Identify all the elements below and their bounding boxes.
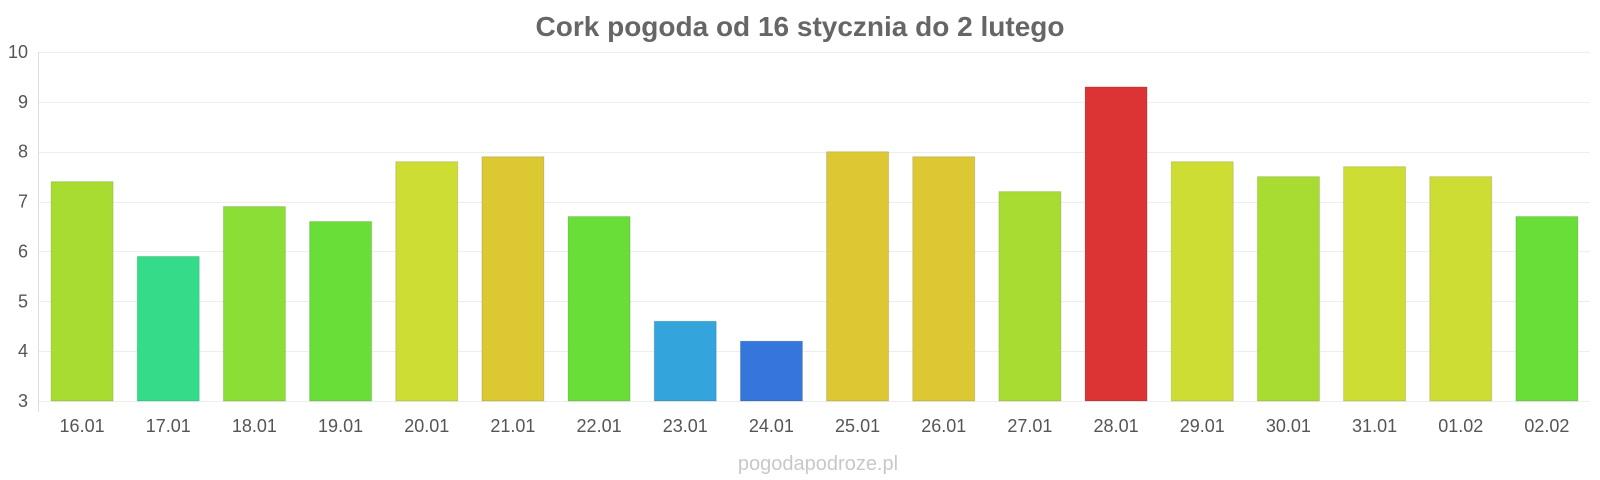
x-tick-label: 26.01 <box>921 416 966 436</box>
bar-29.01 <box>1170 161 1234 402</box>
y-tick-label: 10 <box>8 42 28 62</box>
bar-27.01 <box>998 191 1062 402</box>
x-tick-label: 30.01 <box>1266 416 1311 436</box>
bar-17.01 <box>136 255 200 402</box>
x-tick-label: 16.01 <box>60 416 105 436</box>
x-tick-label: 29.01 <box>1180 416 1225 436</box>
bar-19.01 <box>309 221 373 402</box>
bar-18.01 <box>222 206 286 402</box>
bar-02.02 <box>1515 216 1579 402</box>
bar-16.01 <box>50 181 114 402</box>
y-tick-label: 7 <box>18 192 28 212</box>
x-tick-label: 27.01 <box>1007 416 1052 436</box>
x-tick-label: 02.02 <box>1524 416 1569 436</box>
x-tick-label: 22.01 <box>577 416 622 436</box>
x-tick-label: 17.01 <box>146 416 191 436</box>
bar-22.01 <box>567 216 631 402</box>
x-tick-label: 24.01 <box>749 416 794 436</box>
x-tick-label: 25.01 <box>835 416 880 436</box>
bar-30.01 <box>1256 176 1320 402</box>
y-tick-label: 5 <box>18 291 28 311</box>
bar-28.01 <box>1084 86 1148 402</box>
bars <box>50 86 1579 402</box>
bar-21.01 <box>481 156 545 402</box>
bar-01.02 <box>1429 176 1493 402</box>
x-tick-label: 19.01 <box>318 416 363 436</box>
x-tick-label: 18.01 <box>232 416 277 436</box>
bar-20.01 <box>395 161 459 402</box>
x-tick-label: 01.02 <box>1438 416 1483 436</box>
x-tick-label: 31.01 <box>1352 416 1397 436</box>
x-axis-ticks: 16.01 17.01 18.01 19.01 20.01 21.01 22.01 23.01… <box>60 416 1570 436</box>
bar-24.01 <box>739 340 803 402</box>
bar-26.01 <box>912 156 976 402</box>
bar-25.01 <box>826 151 890 402</box>
y-tick-label: 8 <box>18 142 28 162</box>
y-tick-label: 6 <box>18 241 28 261</box>
x-tick-label: 20.01 <box>404 416 449 436</box>
bar-31.01 <box>1343 166 1407 402</box>
x-tick-label: 28.01 <box>1094 416 1139 436</box>
x-tick-label: 23.01 <box>663 416 708 436</box>
watermark: pogodapodroze.pl <box>738 453 898 475</box>
chart-title: Cork pogoda od 16 stycznia do 2 lutego <box>536 11 1065 42</box>
y-axis-ticks: 3 4 5 6 7 8 9 10 <box>8 42 28 411</box>
grid-lines <box>39 52 1590 402</box>
x-tick-label: 21.01 <box>490 416 535 436</box>
bar-23.01 <box>653 320 717 402</box>
y-tick-label: 9 <box>18 92 28 112</box>
y-tick-label: 4 <box>18 341 28 361</box>
y-tick-label: 3 <box>18 391 28 411</box>
